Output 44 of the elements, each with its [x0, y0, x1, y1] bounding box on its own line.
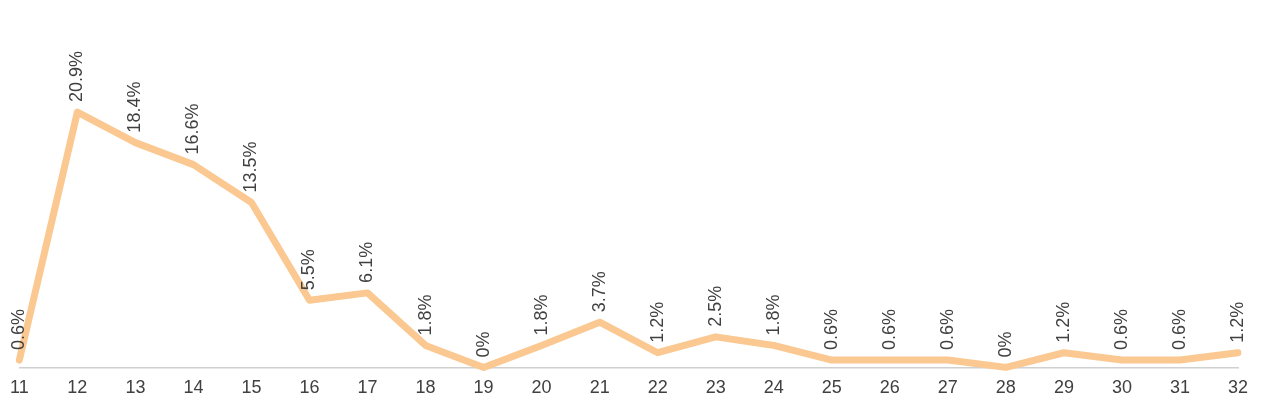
data-label: 1.2% [1052, 301, 1073, 343]
data-label: 6.1% [356, 241, 377, 283]
x-tick-label: 23 [705, 377, 726, 398]
data-label: 0% [472, 331, 493, 358]
x-tick-label: 19 [473, 377, 494, 398]
x-tick-label: 18 [415, 377, 436, 398]
x-tick-label: 26 [879, 377, 900, 398]
data-label: 0.6% [8, 309, 29, 351]
x-tick-label: 21 [589, 377, 610, 398]
data-label: 0.6% [820, 309, 841, 351]
x-tick-label: 20 [531, 377, 552, 398]
x-tick-label: 12 [67, 377, 88, 398]
data-label: 20.9% [66, 51, 87, 103]
x-tick-label: 14 [183, 377, 204, 398]
data-label: 1.8% [762, 294, 783, 336]
x-tick-label: 16 [299, 377, 320, 398]
x-tick-label: 25 [821, 377, 842, 398]
data-label: 0% [994, 331, 1015, 358]
data-label: 0.6% [1110, 309, 1131, 351]
x-tick-label: 24 [763, 377, 784, 398]
x-tick-label: 13 [125, 377, 146, 398]
x-tick-label: 22 [647, 377, 668, 398]
data-label: 1.2% [1226, 301, 1247, 343]
data-label: 18.4% [124, 81, 145, 133]
data-label: 5.5% [298, 249, 319, 291]
data-label: 0.6% [1168, 309, 1189, 351]
data-label: 1.8% [414, 294, 435, 336]
data-label: 13.5% [240, 141, 261, 193]
data-label: 16.6% [182, 103, 203, 155]
x-tick-label: 28 [995, 377, 1016, 398]
x-tick-label: 32 [1227, 377, 1249, 398]
x-tick-label: 29 [1053, 377, 1074, 398]
data-label: 0.6% [936, 309, 957, 351]
data-label: 0.6% [878, 309, 899, 351]
data-label: 2.5% [704, 285, 725, 327]
x-tick-label: 11 [10, 377, 29, 398]
x-tick-label: 27 [937, 377, 958, 398]
data-label: 3.7% [588, 271, 609, 313]
data-label: 1.8% [530, 294, 551, 336]
x-tick-label: 15 [241, 377, 262, 398]
x-tick-label: 31 [1169, 377, 1190, 398]
x-tick-label: 30 [1111, 377, 1132, 398]
data-label: 1.2% [646, 301, 667, 343]
x-tick-label: 17 [357, 377, 378, 398]
